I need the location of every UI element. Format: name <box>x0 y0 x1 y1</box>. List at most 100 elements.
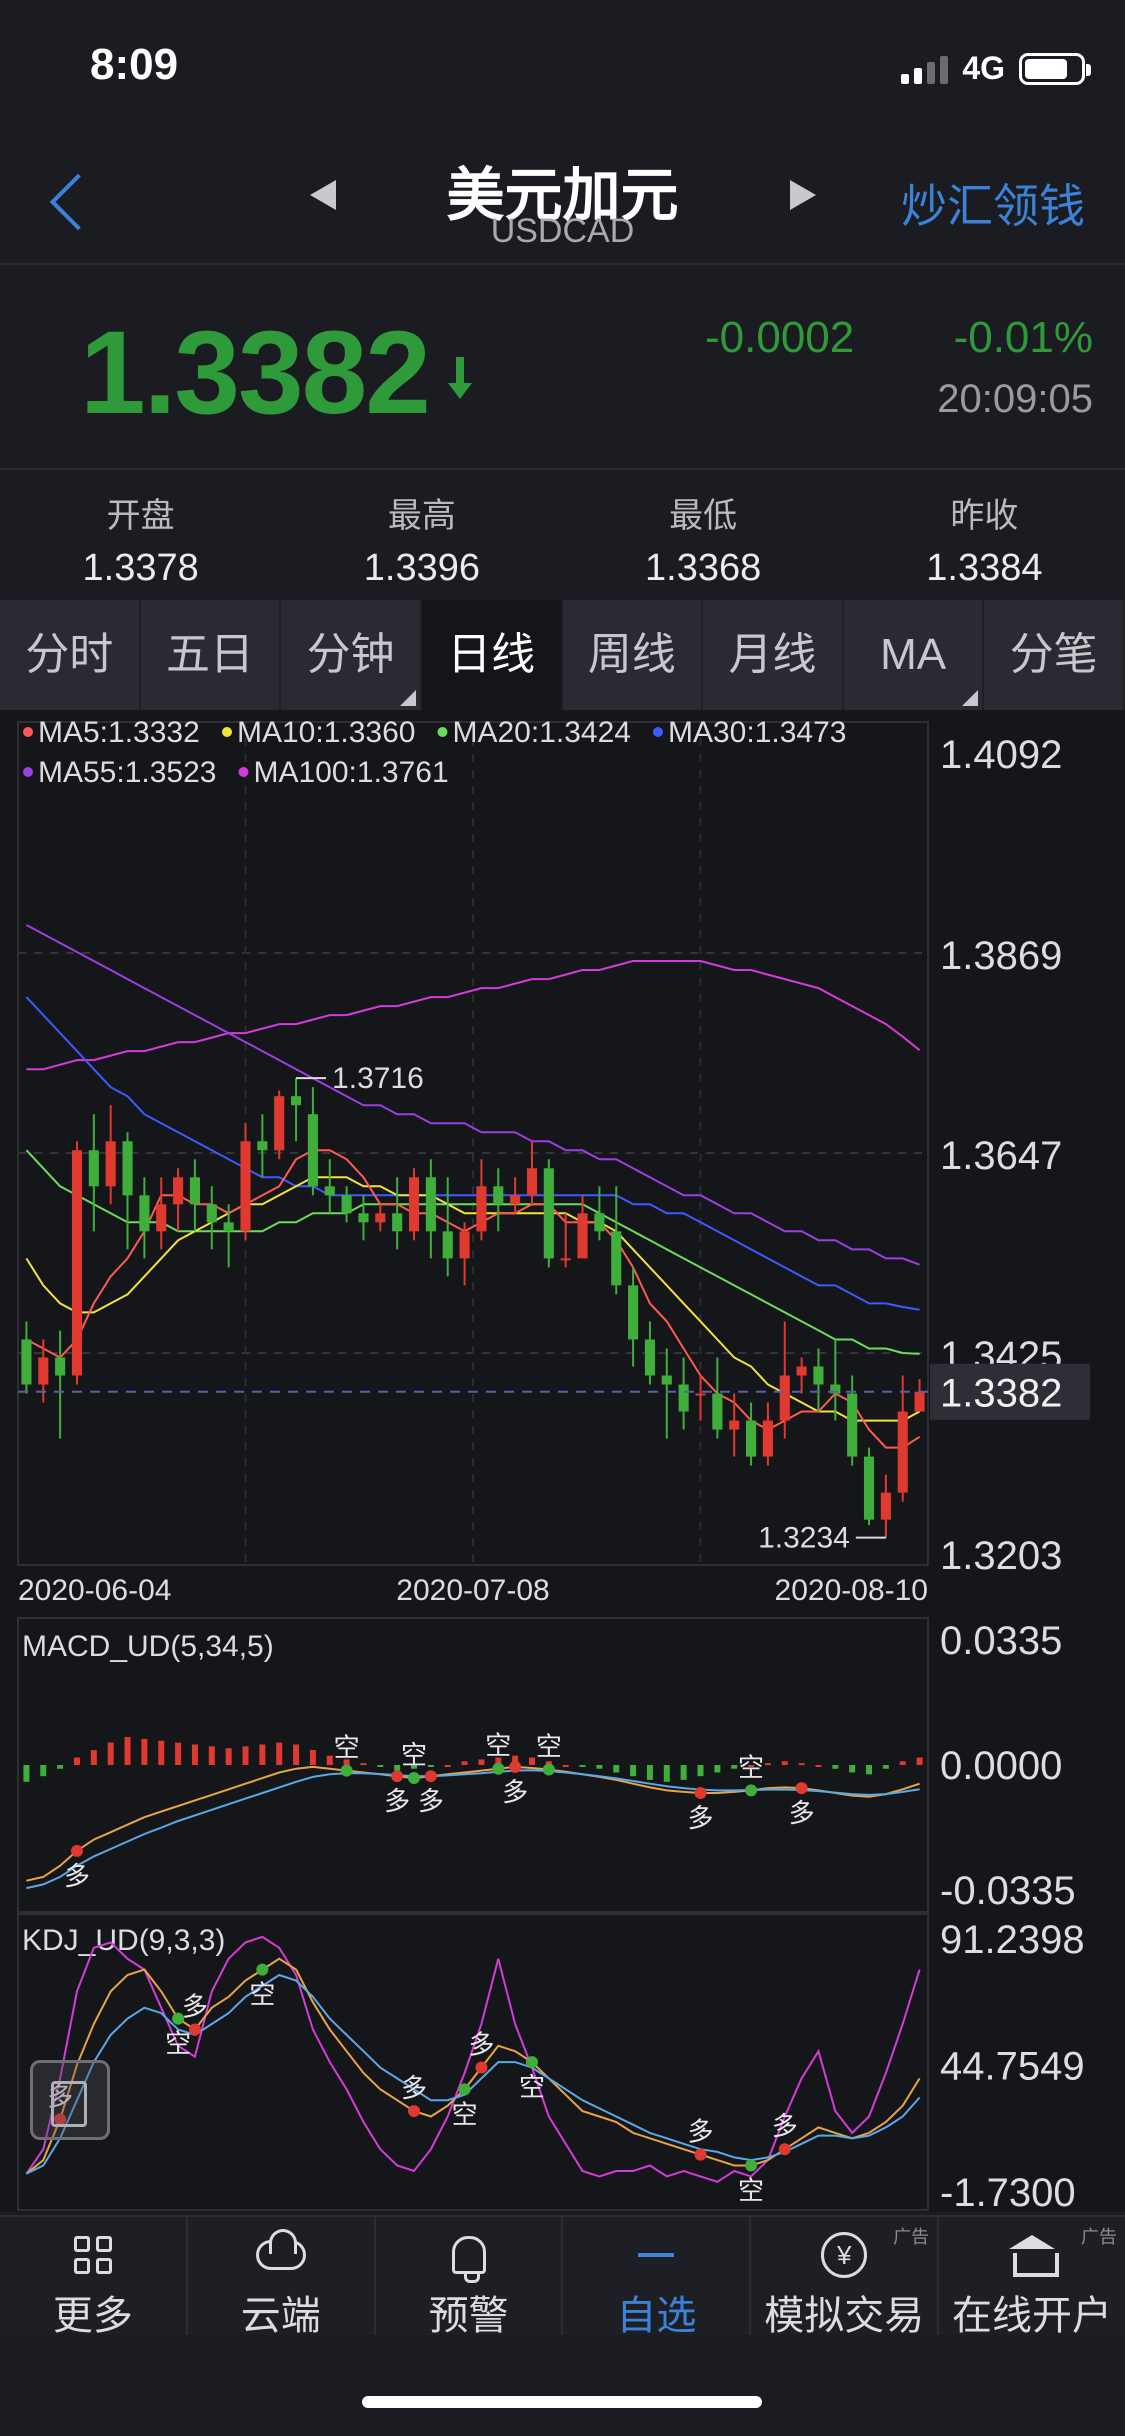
macd-y-tick: 0.0000 <box>940 1744 1062 1788</box>
macd-signal-dot <box>424 1770 437 1783</box>
kdj-y-tick: 44.7549 <box>940 2045 1085 2089</box>
macd-bar <box>613 1765 620 1773</box>
kdj-y-tick: 91.2398 <box>940 1918 1085 1962</box>
tab-0[interactable]: 分时 <box>0 600 141 710</box>
promo-link[interactable]: 炒汇领钱 <box>901 180 1085 232</box>
kdj-signal-dot <box>458 2083 471 2096</box>
kdj-k-line <box>25 1957 921 2175</box>
tab-7[interactable]: 分笔 <box>984 600 1125 710</box>
kdj-signal-label: 多 <box>468 2030 494 2060</box>
macd-y-tick: -0.0335 <box>940 1869 1076 1913</box>
dropdown-corner-icon <box>962 690 979 706</box>
grid-icon <box>0 2217 186 2281</box>
ma-legend-label: MA100:1.3761 <box>254 756 449 789</box>
macd-signal-label: 空 <box>401 1740 427 1770</box>
macd-bar <box>512 1755 519 1765</box>
ma-legend-dot <box>437 727 448 737</box>
tab-label: 分时 <box>25 630 114 679</box>
macd-dif-line <box>26 1765 920 1882</box>
low-label: 1.3234 <box>758 1522 850 1555</box>
chart-svg[interactable]: 1.40921.38691.36471.34251.3203MA5:1.3332… <box>0 710 1125 2212</box>
kdj-signal-dot <box>778 2143 791 2156</box>
chart-area[interactable]: 1.4092 1.3869 1.3647 1.3425 1.3203 MA5:1.3332… <box>0 710 1125 2212</box>
cloud-icon <box>188 2217 374 2281</box>
macd-bar <box>478 1759 485 1765</box>
macd-bar <box>309 1750 316 1765</box>
macd-signal-label: 多 <box>384 1786 410 1816</box>
macd-bar <box>646 1765 653 1780</box>
ma-legend-dot <box>222 727 232 737</box>
kdj-signal-label: 空 <box>249 1980 275 2010</box>
macd-bar <box>781 1761 788 1765</box>
bottom-tab-2[interactable]: 预警 <box>376 2217 564 2338</box>
macd-frame <box>17 1617 929 1913</box>
macd-bar <box>630 1765 637 1777</box>
bottom-tab-3[interactable]: 自选 <box>563 2217 752 2338</box>
bottom-tab-1[interactable]: 云端 <box>188 2217 376 2338</box>
candle-body <box>257 1141 268 1151</box>
macd-signal-label: 多 <box>418 1786 444 1816</box>
bottom-tab-5[interactable]: 在线开户 广告 <box>939 2217 1125 2338</box>
macd-bar <box>90 1750 97 1765</box>
macd-signal-label: 空 <box>485 1731 511 1761</box>
candle-body <box>425 1177 436 1232</box>
candle-body <box>779 1375 790 1421</box>
macd-bar <box>815 1765 822 1767</box>
tab-2[interactable]: 分钟 <box>281 600 422 710</box>
macd-signal-dot <box>795 1782 808 1795</box>
macd-bar <box>663 1765 670 1782</box>
tab-3[interactable]: 日线 <box>421 600 563 710</box>
candle-body <box>695 1393 706 1396</box>
candle-body <box>206 1204 217 1223</box>
stat-prev-close: 昨收 1.3384 <box>844 470 1125 600</box>
candle-body <box>459 1231 470 1259</box>
y-tick-label: 1.3647 <box>940 1134 1062 1178</box>
price-panel: 1.3382 -0.0002 -0.01% 20:09:05 <box>0 265 1125 470</box>
candle-body <box>577 1213 588 1259</box>
bottom-tab-label: 更多 <box>52 2294 133 2338</box>
ad-badge: 广告 <box>893 2227 930 2247</box>
candle-body <box>240 1141 251 1232</box>
macd-bar <box>680 1765 687 1780</box>
macd-bar <box>461 1761 468 1765</box>
macd-bar <box>326 1755 333 1765</box>
down-arrow-icon <box>448 357 472 405</box>
macd-bar <box>764 1763 771 1766</box>
tab-6[interactable]: MA <box>844 600 985 710</box>
bottom-tab-0[interactable]: 更多 <box>0 2217 188 2338</box>
signal-icon <box>901 54 949 84</box>
landscape-toggle-icon[interactable] <box>30 2060 110 2140</box>
current-price-box <box>930 1363 1090 1420</box>
battery-icon <box>1019 52 1091 85</box>
last-price: 1.3382 <box>80 307 431 439</box>
macd-bar <box>444 1765 451 1767</box>
bottom-tab-4[interactable]: ¥ 模拟交易 广告 <box>751 2217 940 2338</box>
stat-label: 开盘 <box>106 497 175 535</box>
kdj-signal-label: 多 <box>401 2073 427 2103</box>
prev-symbol-button[interactable] <box>310 180 336 210</box>
kdj-signal-label: 多 <box>687 2117 713 2147</box>
candle-body <box>392 1213 403 1232</box>
tab-4[interactable]: 周线 <box>563 600 704 710</box>
macd-bar <box>427 1765 434 1767</box>
candle-body <box>274 1096 285 1151</box>
macd-signal-label: 多 <box>789 1798 815 1828</box>
candle-body <box>510 1195 521 1205</box>
kdj-d-line <box>25 1973 921 2175</box>
tab-5[interactable]: 月线 <box>703 600 844 710</box>
candle-body <box>493 1186 504 1205</box>
macd-signal-dot <box>542 1763 555 1776</box>
tab-1[interactable]: 五日 <box>141 600 282 710</box>
y-tick-label: 1.3203 <box>940 1534 1062 1578</box>
candle-body <box>678 1384 689 1412</box>
kdj-y-tick: -1.7300 <box>940 2171 1076 2212</box>
macd-bar <box>495 1757 502 1765</box>
macd-bar <box>124 1737 131 1765</box>
ma55-line <box>25 924 920 1266</box>
candle-body <box>189 1177 200 1205</box>
macd-signal-label: 多 <box>64 1861 90 1891</box>
kdj-signal-label: 多 <box>182 1991 208 2021</box>
stats-row: 开盘 1.3378 最高 1.3396 最低 1.3368 昨收 1.3384 <box>0 470 1125 600</box>
macd-bar <box>916 1757 923 1765</box>
next-symbol-button[interactable] <box>790 180 816 210</box>
